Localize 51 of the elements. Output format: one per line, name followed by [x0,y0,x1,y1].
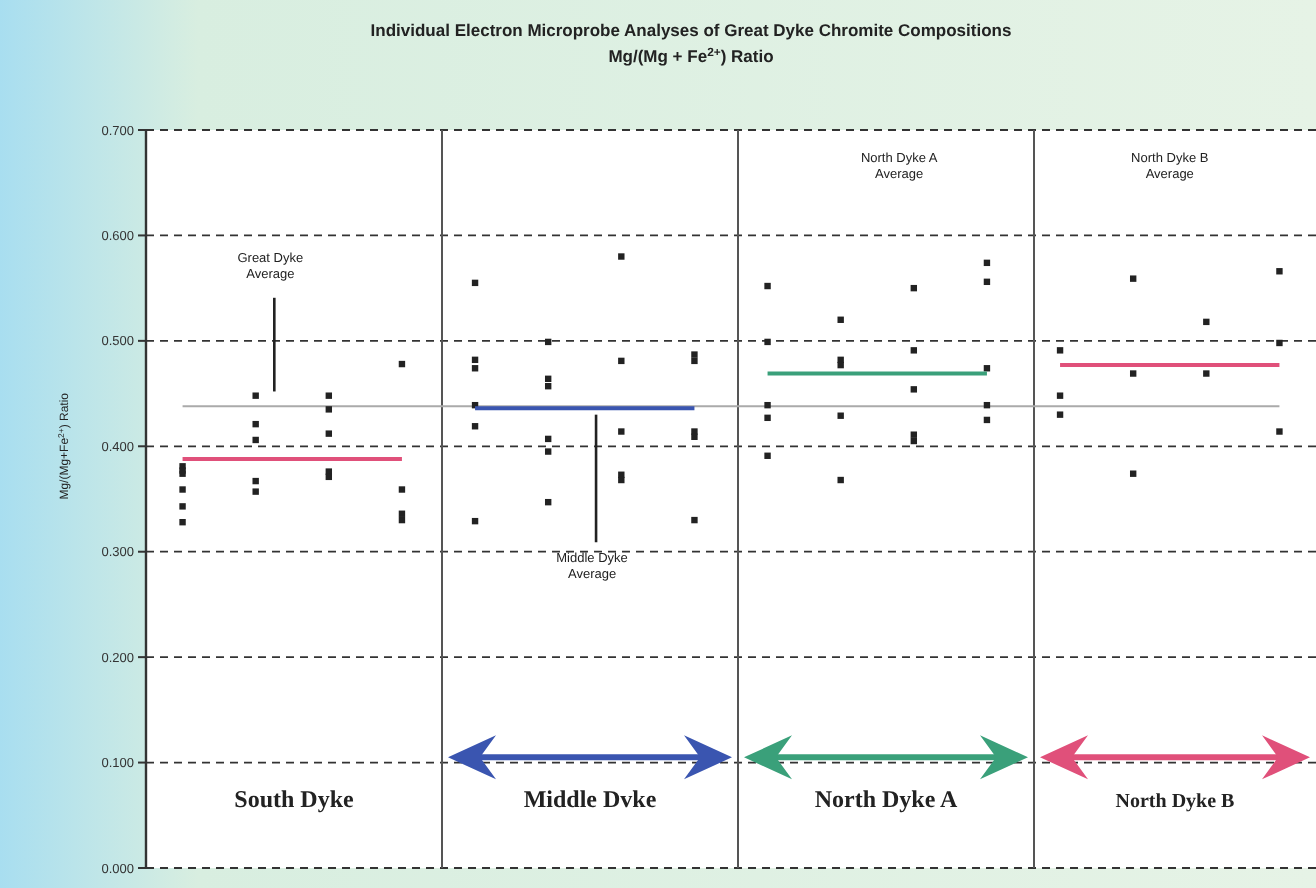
point [252,420,259,428]
point [325,392,333,399]
point [764,282,771,290]
point [398,486,406,493]
point [1129,370,1137,377]
point [691,357,698,365]
point [325,406,333,413]
annotation: Middle Dvke [523,784,658,813]
point [252,477,259,485]
point [1129,275,1137,282]
point [1129,470,1137,477]
point [910,347,918,354]
point [179,486,186,493]
point [1203,318,1210,326]
annotation: North Dyke A [814,784,958,813]
point [691,516,698,524]
point [764,338,771,346]
chart-title: Individual Electron Microprobe Analyses of Great Dyke Chromite Compositions [370,20,1012,40]
point [179,518,186,526]
point [764,401,771,409]
point [837,316,844,323]
point [691,433,698,440]
point [179,503,186,510]
point [1056,392,1064,399]
point [691,351,698,358]
chart-subtitle: Mg/(Mg + Fe$^{2+}$) Ratio [608,46,774,66]
point [325,430,333,437]
point [910,386,918,393]
point [618,357,625,365]
point [837,361,844,369]
point [544,448,552,455]
point [252,436,259,444]
point [837,412,844,419]
point [252,392,259,399]
point [1056,411,1064,418]
point [764,414,771,422]
point [837,476,844,484]
point [691,428,698,435]
point [1276,339,1283,347]
point [1276,428,1283,435]
point [252,488,259,495]
point [618,253,625,260]
point [1276,268,1283,275]
annotation: South Dyke [234,784,356,813]
point [1203,370,1210,377]
point [1056,347,1064,354]
point [618,428,625,435]
point [910,431,918,438]
annotation: North Dyke B [1115,790,1236,813]
point [764,452,771,459]
point [618,476,625,484]
